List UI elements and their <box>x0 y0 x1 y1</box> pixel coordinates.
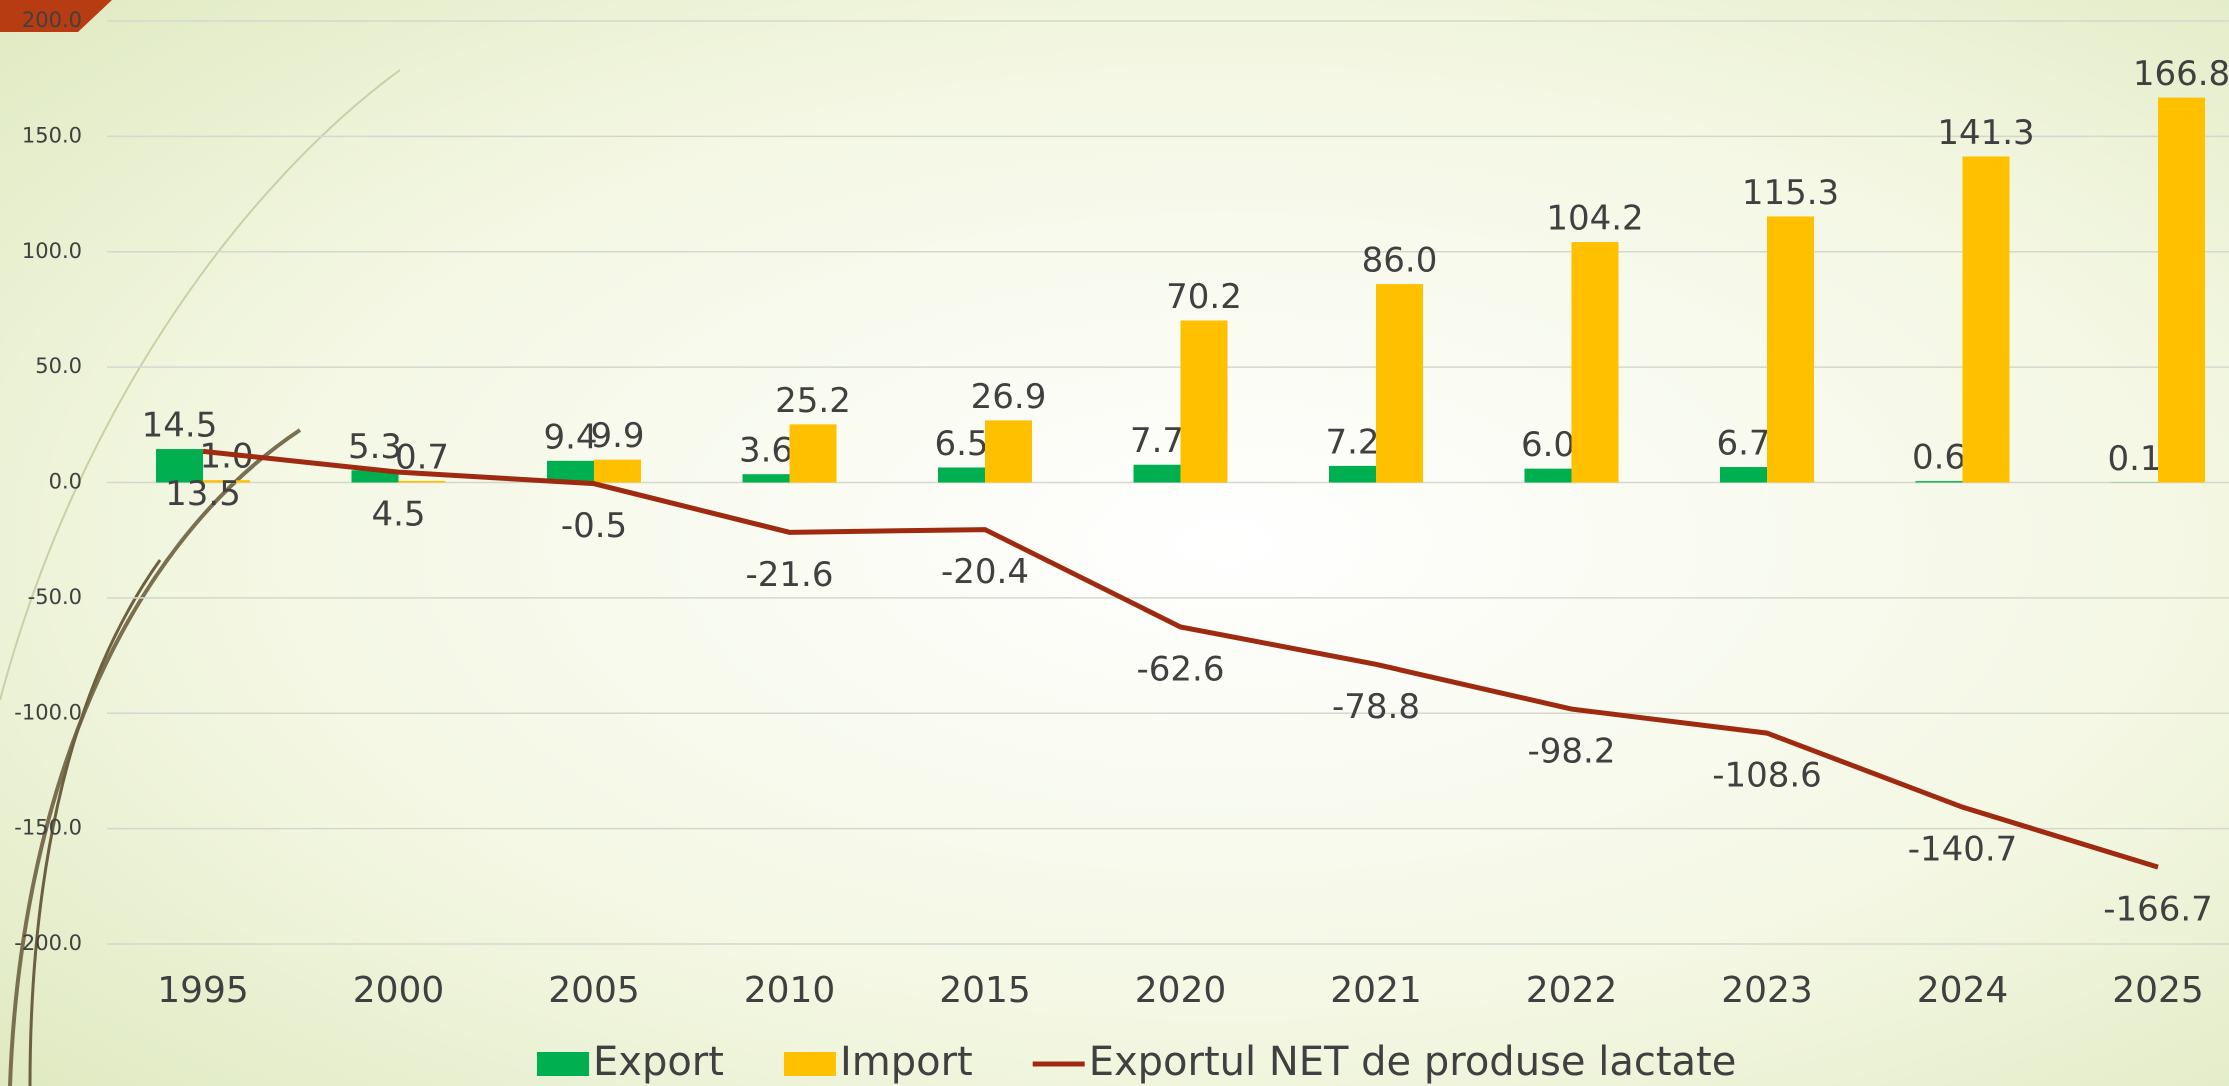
data-label: 104.2 <box>1546 199 1643 239</box>
data-label: 26.9 <box>971 377 1047 417</box>
bar <box>938 467 985 483</box>
bar <box>203 480 250 483</box>
data-label: -20.4 <box>941 552 1029 592</box>
bar <box>398 480 446 483</box>
line <box>202 448 2159 870</box>
y-tick-label: -50.0 <box>28 585 82 609</box>
data-label: 0.6 <box>1912 438 1966 478</box>
data-label: -166.7 <box>2103 890 2213 930</box>
data-label: -78.8 <box>1332 687 1420 727</box>
bar <box>547 460 594 483</box>
legend-label: Import <box>840 1039 973 1085</box>
y-tick-label: 50.0 <box>35 354 82 378</box>
y-tick-label: 100.0 <box>22 239 82 263</box>
legend-label: Exportul NET de produse lactate <box>1089 1039 1737 1085</box>
bar <box>742 474 790 483</box>
y-tick-label: 200.0 <box>22 8 82 32</box>
bar <box>1524 468 1572 483</box>
x-tick-label: 2022 <box>1526 970 1618 1011</box>
bar <box>1720 467 1767 483</box>
data-label: 6.5 <box>934 424 988 464</box>
bar <box>1571 242 1619 483</box>
bar <box>1915 481 1963 483</box>
bar <box>985 420 1032 483</box>
bar <box>1133 464 1181 483</box>
data-label: 0.1 <box>2107 439 2161 479</box>
x-tick-label: 2015 <box>939 970 1031 1011</box>
plot-area: -200.0 -150.0 -100.0 -50.0 0.0 50.0 100.0 150.0… <box>14 8 2229 1085</box>
data-label: 86.0 <box>1362 241 1438 281</box>
data-label: 3.6 <box>739 431 793 471</box>
data-label: -140.7 <box>1908 830 2018 870</box>
bar <box>1767 216 1814 483</box>
y-tick-label: 0.0 <box>49 470 82 494</box>
data-label: -0.5 <box>561 506 627 546</box>
bar <box>1180 320 1228 483</box>
bar <box>594 459 641 483</box>
x-tick-label: 2005 <box>548 970 640 1011</box>
x-tick-label: 1995 <box>157 970 249 1011</box>
bar <box>1376 284 1423 483</box>
x-tick-label: 2025 <box>2112 970 2204 1011</box>
x-tick-label: 2000 <box>353 970 445 1011</box>
data-label: -21.6 <box>746 555 834 595</box>
data-label: 25.2 <box>775 381 851 421</box>
decor-curve <box>28 559 162 1086</box>
y-tick-label: 150.0 <box>22 123 82 147</box>
corner-decor <box>0 0 112 32</box>
data-label: 13.5 <box>165 474 241 514</box>
bar <box>789 424 837 483</box>
y-tick-label: -200.0 <box>14 931 82 955</box>
data-label: 9.4 <box>543 417 597 457</box>
data-label: 5.3 <box>348 427 402 467</box>
decor-curve <box>8 428 302 1086</box>
legend-swatch <box>783 1052 836 1076</box>
x-tick-label: 2024 <box>1917 970 2009 1011</box>
data-label: 7.2 <box>1325 422 1379 462</box>
data-label: -62.6 <box>1137 649 1225 689</box>
data-label: -108.6 <box>1712 756 1822 796</box>
data-label: 9.9 <box>590 416 644 456</box>
data-label: 14.5 <box>142 406 218 446</box>
data-label: 166.8 <box>2133 54 2229 94</box>
decor-curve <box>0 69 401 701</box>
y-tick-label: -100.0 <box>14 700 82 724</box>
bar <box>1962 156 2010 483</box>
data-label: 115.3 <box>1742 173 1839 213</box>
data-label: 70.2 <box>1166 277 1242 317</box>
bar <box>156 449 203 483</box>
x-tick-label: 2020 <box>1135 970 1227 1011</box>
x-tick-label: 2021 <box>1330 970 1422 1011</box>
x-tick-label: 2023 <box>1721 970 1813 1011</box>
legend-swatch <box>537 1052 589 1076</box>
data-label: 141.3 <box>1937 113 2034 153</box>
legend-label: Export <box>593 1039 724 1085</box>
data-label: 4.5 <box>371 495 425 535</box>
data-label: 6.0 <box>1521 425 1575 465</box>
x-tick-label: 2010 <box>744 970 836 1011</box>
y-tick-label: -150.0 <box>14 816 82 840</box>
bar <box>1329 465 1376 483</box>
data-label: -98.2 <box>1528 732 1616 772</box>
data-label: 7.7 <box>1130 421 1184 461</box>
bar <box>2158 97 2205 483</box>
data-label: 6.7 <box>1716 424 1770 464</box>
